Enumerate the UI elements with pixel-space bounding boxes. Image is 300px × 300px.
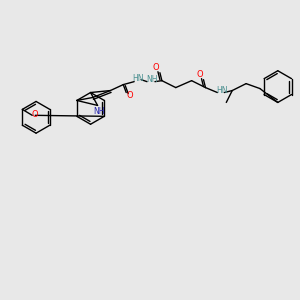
Text: HN: HN [217,86,228,95]
Text: O: O [32,110,38,119]
Text: O: O [153,63,159,72]
Text: O: O [196,70,203,79]
Text: NH: NH [93,107,104,116]
Text: HN: HN [132,74,144,83]
Text: NH: NH [146,75,158,84]
Text: O: O [127,91,134,100]
